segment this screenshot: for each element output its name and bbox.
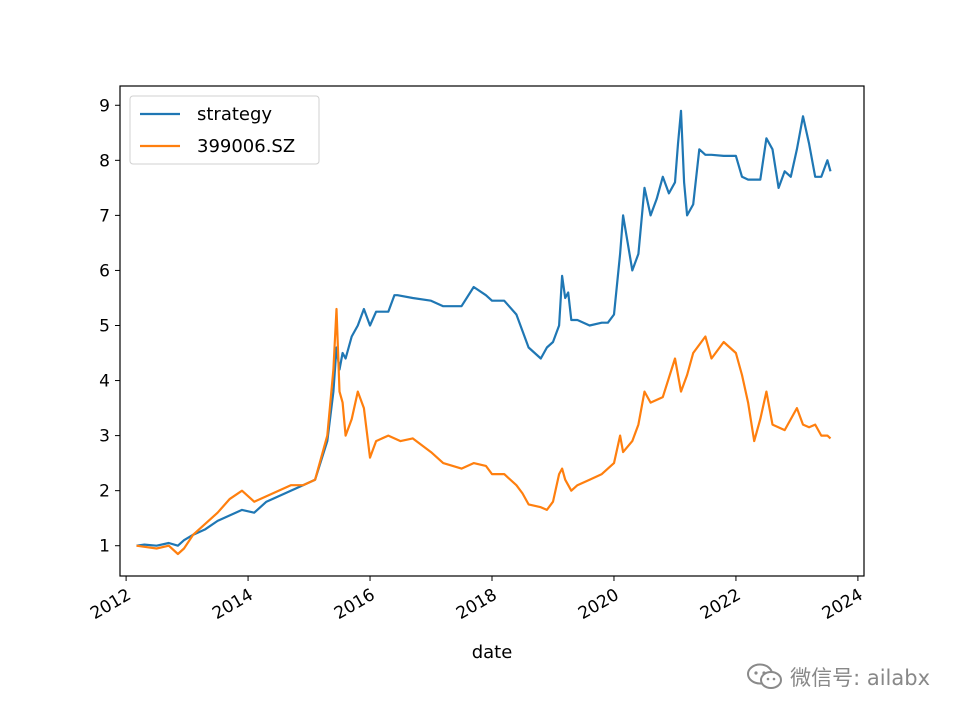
y-tick-label: 1 bbox=[99, 537, 110, 557]
legend-entry: 399006.SZ bbox=[197, 136, 295, 157]
y-tick-label: 5 bbox=[99, 316, 110, 336]
watermark-text: 微信号: ailabx bbox=[790, 666, 930, 690]
y-axis: 1 2 3 4 5 6 7 8 9 bbox=[99, 96, 120, 557]
series-layer bbox=[136, 109, 832, 556]
y-tick-label: 4 bbox=[99, 372, 110, 392]
legend-entry: strategy bbox=[197, 104, 272, 125]
legend: strategy 399006.SZ bbox=[129, 95, 320, 165]
watermark: 微信号: ailabx bbox=[746, 662, 930, 692]
y-tick-label: 3 bbox=[99, 427, 110, 447]
y-tick-label: 6 bbox=[99, 261, 110, 281]
y-tick-label: 9 bbox=[99, 96, 110, 116]
y-tick-label: 8 bbox=[99, 151, 110, 171]
x-axis-label: date bbox=[472, 642, 513, 663]
y-tick-label: 7 bbox=[99, 206, 110, 226]
wechat-icon bbox=[747, 663, 783, 689]
series-line-benchmark bbox=[136, 307, 832, 556]
y-tick-label: 2 bbox=[99, 482, 110, 502]
